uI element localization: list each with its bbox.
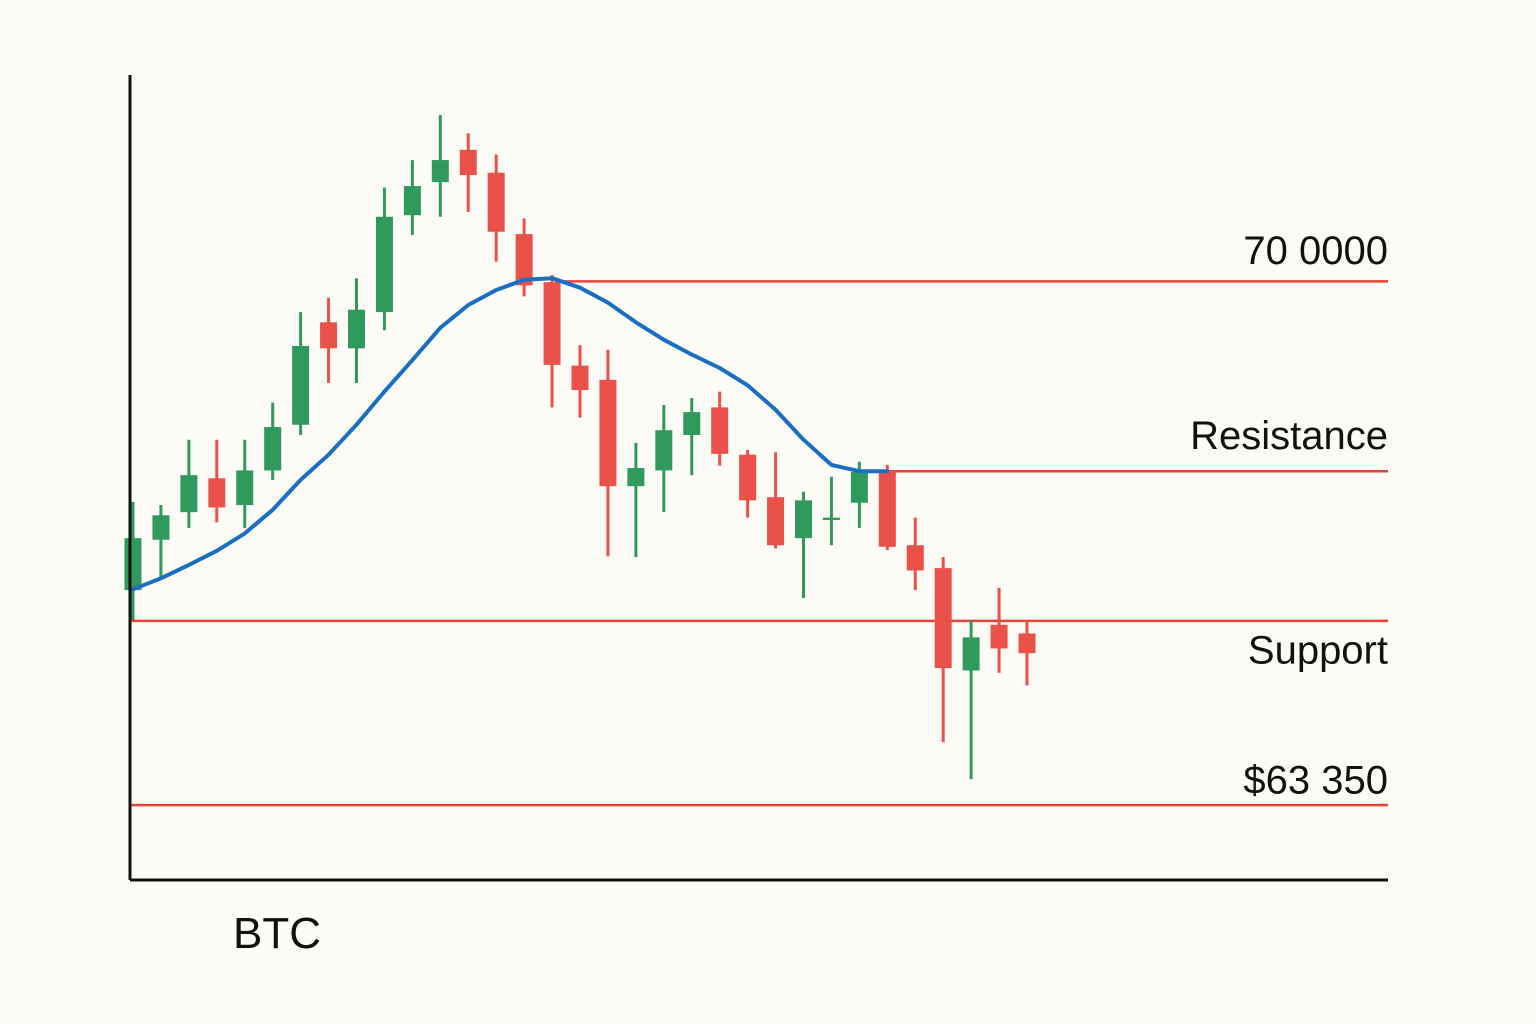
candle-body [850, 471, 868, 503]
candle-body [878, 470, 896, 547]
candle-body [320, 322, 338, 349]
candle-body [571, 365, 589, 391]
candle-body [711, 407, 729, 454]
annotation: 70 0000 [1243, 229, 1388, 273]
candle-body [208, 478, 226, 508]
annotation: $63 350 [1243, 759, 1388, 803]
candle-body [990, 624, 1008, 649]
candle-body [375, 216, 393, 313]
x-axis-label: BTC [233, 909, 321, 958]
candle-body [739, 454, 757, 501]
candle-body [152, 515, 170, 540]
candle-body [403, 186, 421, 216]
annotation: Resistance [1190, 414, 1388, 458]
candle-body [795, 500, 812, 539]
candle-body [599, 379, 617, 487]
candle-body [264, 427, 282, 471]
candle-body [431, 160, 449, 183]
candle-body [292, 345, 310, 425]
candle-body [822, 517, 840, 521]
candle-body [627, 468, 645, 487]
candle-body [906, 545, 924, 571]
candle-body [180, 475, 198, 513]
candle-body [767, 497, 785, 546]
candle-body [487, 172, 505, 232]
candle-body [655, 430, 673, 471]
candle-body [962, 637, 980, 671]
candle-body [683, 412, 701, 435]
candle-body [1018, 633, 1036, 654]
candle-body [124, 538, 142, 591]
moving-average-line [131, 276, 890, 592]
candle-body [543, 282, 561, 365]
candle-body [934, 568, 952, 669]
annotation: Support [1248, 628, 1388, 672]
candle-body [515, 234, 533, 286]
candle-body [348, 309, 365, 349]
candle-body [236, 470, 254, 506]
candle-body [459, 149, 477, 176]
